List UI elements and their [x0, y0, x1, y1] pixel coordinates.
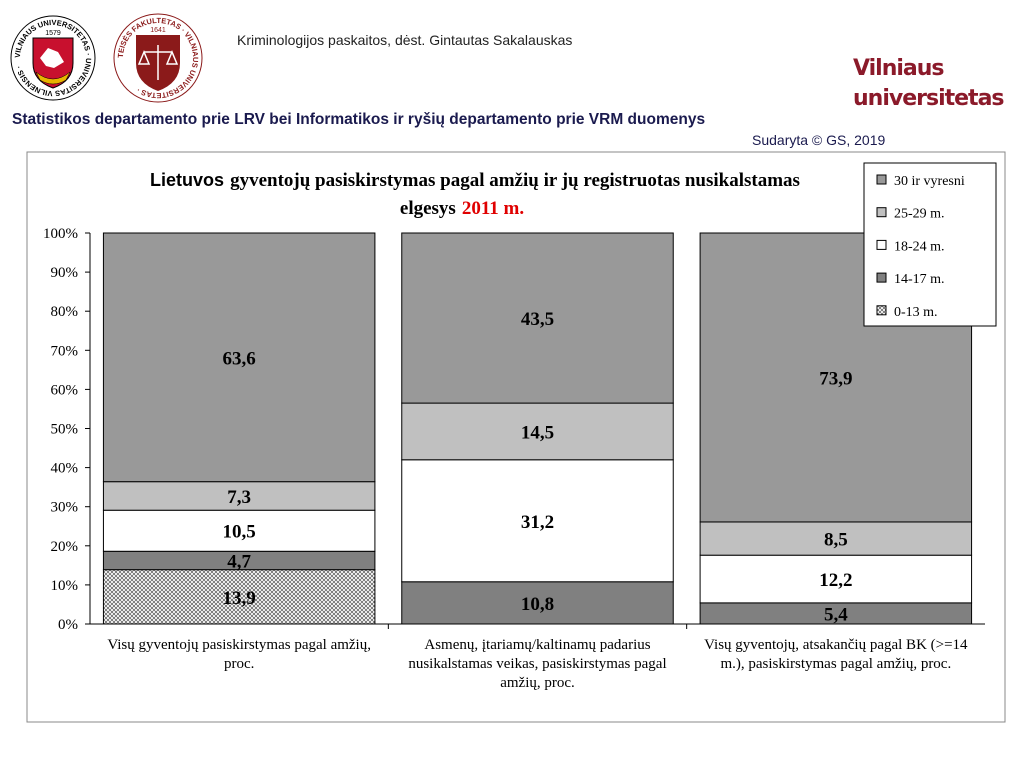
legend-label: 30 ir vyresni	[894, 174, 965, 189]
legend-label: 0-13 m.	[894, 305, 938, 320]
y-tick-label: 30%	[51, 500, 79, 516]
legend-swatch	[876, 239, 887, 250]
legend-swatch	[876, 174, 887, 185]
credit: Sudaryta © GS, 2019	[752, 132, 885, 148]
bar-segment	[102, 232, 376, 483]
y-tick-label: 80%	[51, 304, 79, 320]
x-tick-label: Visų gyventojų, atsakančių pagal BK (>=1…	[704, 637, 968, 672]
bar-segment	[102, 569, 376, 625]
y-tick-label: 40%	[51, 461, 79, 477]
course-title: Kriminologijos paskaitos, dėst. Gintauta…	[237, 32, 572, 48]
bar-segment	[699, 554, 973, 604]
data-label: 12,2	[819, 570, 852, 591]
logo-faculty: TEISĖS FAKULTETAS · VILNIAUS UNIVERSITET…	[113, 13, 203, 103]
legend-swatch	[876, 272, 887, 283]
data-label: 7,3	[227, 487, 251, 508]
title-part: Lietuvos	[150, 170, 224, 190]
legend-swatch	[876, 305, 887, 316]
data-label: 73,9	[819, 368, 852, 389]
source-note: Statistikos departamento prie LRV bei In…	[12, 111, 705, 128]
data-label: 31,2	[521, 512, 554, 533]
bar-segment	[401, 581, 674, 625]
data-label: 4,7	[227, 551, 251, 572]
y-tick-label: 90%	[51, 265, 79, 281]
y-tick-label: 10%	[51, 578, 79, 594]
data-label: 10,8	[521, 594, 554, 615]
data-label: 13,9	[223, 588, 256, 609]
legend-label: 14-17 m.	[894, 272, 945, 287]
y-tick-label: 100%	[43, 226, 78, 242]
title-part: elgesys	[400, 198, 456, 219]
bar-segment	[102, 509, 376, 552]
logo-year: 1641	[150, 27, 166, 34]
data-label: 14,5	[521, 422, 554, 443]
chart-title: elgesys 2011 m.	[400, 198, 524, 219]
data-label: 8,5	[824, 530, 848, 551]
data-label: 5,4	[824, 604, 848, 625]
y-tick-label: 70%	[51, 343, 79, 359]
legend-label: 18-24 m.	[894, 239, 945, 254]
legend-swatch	[876, 207, 887, 218]
bar-segment	[401, 459, 674, 583]
logo-year: 1579	[45, 30, 61, 37]
y-tick-label: 20%	[51, 539, 79, 555]
title-part: 2011 m.	[462, 198, 524, 219]
legend-label: 25-29 m.	[894, 207, 945, 222]
title-part: gyventojų pasiskirstymas pagal amžių ir …	[230, 170, 800, 191]
bar-segment	[102, 481, 376, 511]
data-label: 43,5	[521, 309, 554, 330]
data-label: 63,6	[223, 348, 256, 369]
x-tick-label: Asmenų, įtariamų/kaltinamų padarius nusi…	[408, 637, 667, 691]
x-tick-label: Visų gyventojų pasiskirstymas pagal amži…	[107, 637, 371, 672]
bar-segment	[401, 402, 674, 461]
y-tick-label: 0%	[58, 617, 78, 633]
data-label: 10,5	[223, 522, 256, 543]
chart-title: Lietuvos gyventojų pasiskirstymas pagal a…	[150, 170, 800, 191]
bar-segment	[401, 232, 674, 404]
logo-university: VILNIAUS UNIVERSITETAS · UNIVERSITAS VIL…	[10, 15, 96, 101]
legend: 30 ir vyresni 25-29 m. 18-24 m. 14-17 m. 0-1…	[863, 162, 997, 327]
y-tick-label: 50%	[51, 422, 79, 438]
university-name: Vilniaus universitetas	[853, 56, 1005, 111]
y-tick-label: 60%	[51, 382, 79, 398]
bar-segment	[699, 521, 973, 556]
